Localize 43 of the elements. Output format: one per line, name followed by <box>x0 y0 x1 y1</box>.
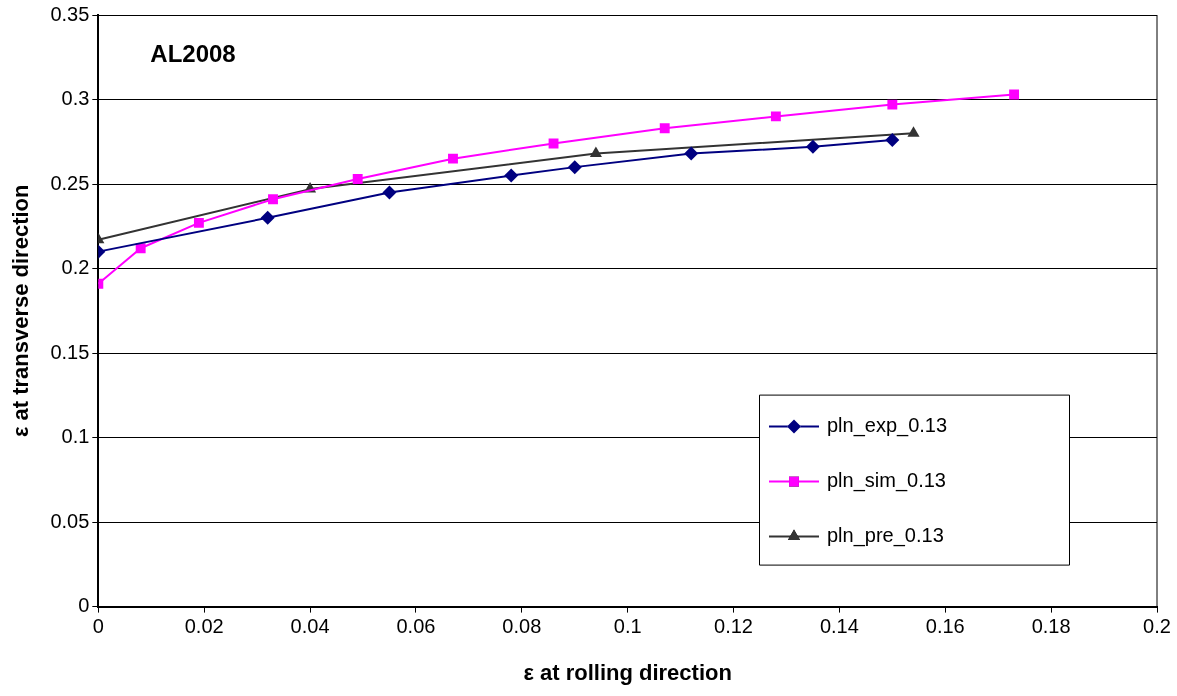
point <box>684 146 699 161</box>
x-tick-label: 0.06 <box>396 615 436 638</box>
point <box>805 139 820 154</box>
x-tick-label: 0.16 <box>925 615 965 638</box>
annotation: AL2008 <box>150 39 236 67</box>
y-tick-label: 0.3 <box>61 87 90 110</box>
point <box>885 133 900 148</box>
x-tick-label: 0.14 <box>819 615 859 638</box>
point <box>567 160 582 175</box>
point <box>1009 89 1020 100</box>
x-tick-label: 0.2 <box>1143 615 1171 638</box>
y-tick-label: 0.2 <box>61 256 90 279</box>
point <box>448 153 458 164</box>
x-tick-label: 0.02 <box>184 615 224 638</box>
point <box>268 194 278 205</box>
x-tick-label: 0 <box>92 615 104 638</box>
x-tick-label: 0.08 <box>502 615 542 638</box>
point <box>548 138 559 149</box>
x-tick-label: 0.12 <box>714 615 753 638</box>
point <box>260 210 275 225</box>
y-axis-title: ε at transverse direction <box>8 184 34 438</box>
point <box>770 111 781 122</box>
y-tick-label: 0.05 <box>50 509 90 532</box>
y-tick-label: 0.15 <box>50 340 90 363</box>
x-axis-title: ε at rolling direction <box>523 659 732 685</box>
point <box>887 99 898 110</box>
y-tick-label: 0.1 <box>61 425 90 448</box>
point <box>907 126 920 137</box>
point <box>352 174 363 184</box>
legend-label: pln_exp_0.13 <box>827 414 948 438</box>
point <box>659 123 670 134</box>
point <box>589 146 602 158</box>
point <box>382 185 397 200</box>
y-tick-label: 0.35 <box>50 2 90 25</box>
y-tick-label: 0.25 <box>50 171 90 194</box>
point <box>504 168 519 183</box>
x-tick-label: 0.18 <box>1031 615 1071 638</box>
legend-label: pln_pre_0.13 <box>827 524 944 548</box>
y-tick-label: 0 <box>78 594 90 617</box>
x-tick-label: 0.04 <box>290 615 330 638</box>
x-tick-label: 0.1 <box>613 615 642 638</box>
legend-label: pln_sim_0.13 <box>827 469 946 493</box>
point <box>193 217 204 228</box>
